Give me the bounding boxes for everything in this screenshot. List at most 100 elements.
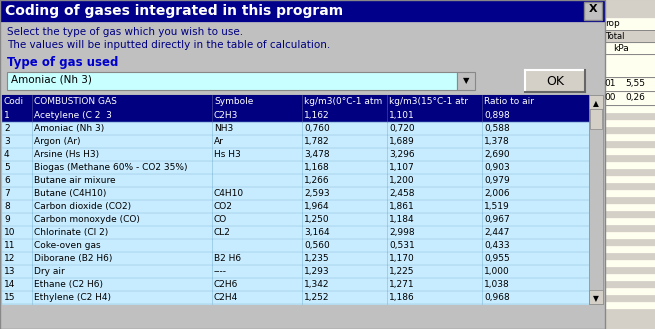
Text: 2,006: 2,006 bbox=[484, 189, 510, 198]
Text: 1,252: 1,252 bbox=[304, 293, 329, 302]
Text: Ethane (C2 H6): Ethane (C2 H6) bbox=[34, 280, 103, 289]
Text: 3,478: 3,478 bbox=[304, 150, 329, 159]
Bar bbox=[603, 295, 655, 302]
Bar bbox=[525, 70, 585, 92]
Text: 3: 3 bbox=[4, 137, 10, 146]
Bar bbox=[603, 274, 655, 281]
Bar bbox=[603, 148, 655, 155]
Text: ▼: ▼ bbox=[593, 294, 599, 303]
Text: Ar: Ar bbox=[214, 137, 224, 146]
Text: 9: 9 bbox=[4, 215, 10, 224]
Bar bbox=[603, 55, 655, 77]
Bar bbox=[2, 239, 589, 252]
Text: Argon (Ar): Argon (Ar) bbox=[34, 137, 81, 146]
Bar bbox=[2, 135, 589, 148]
Text: Amoniac (Nh 3): Amoniac (Nh 3) bbox=[11, 75, 92, 85]
Text: 1,184: 1,184 bbox=[389, 215, 415, 224]
Text: 1,342: 1,342 bbox=[304, 280, 329, 289]
Bar bbox=[457, 72, 475, 90]
Text: Diborane (B2 H6): Diborane (B2 H6) bbox=[34, 254, 113, 263]
Text: 0,979: 0,979 bbox=[484, 176, 510, 185]
Text: 11: 11 bbox=[4, 241, 16, 250]
Text: Carbon monoxyde (CO): Carbon monoxyde (CO) bbox=[34, 215, 140, 224]
Text: 0,968: 0,968 bbox=[484, 293, 510, 302]
Bar bbox=[603, 0, 655, 329]
Text: 1,250: 1,250 bbox=[304, 215, 329, 224]
Text: The values will be inputted directly in the table of calculation.: The values will be inputted directly in … bbox=[7, 40, 330, 50]
Text: 8: 8 bbox=[4, 202, 10, 211]
Text: 14: 14 bbox=[4, 280, 15, 289]
Bar bbox=[603, 155, 655, 162]
Bar bbox=[584, 2, 602, 20]
Text: Dry air: Dry air bbox=[34, 267, 65, 276]
Bar bbox=[603, 176, 655, 183]
Bar bbox=[603, 204, 655, 211]
Text: 1,293: 1,293 bbox=[304, 267, 329, 276]
Text: kg/m3(15°C-1 atr: kg/m3(15°C-1 atr bbox=[389, 97, 468, 106]
Bar bbox=[589, 290, 603, 304]
Bar bbox=[603, 288, 655, 295]
Bar bbox=[590, 109, 602, 129]
Text: C2H6: C2H6 bbox=[214, 280, 238, 289]
Bar bbox=[603, 267, 655, 274]
Text: Butane (C4H10): Butane (C4H10) bbox=[34, 189, 106, 198]
Text: 0,588: 0,588 bbox=[484, 124, 510, 133]
Bar bbox=[2, 200, 589, 213]
Bar bbox=[2, 291, 589, 304]
Text: 1,266: 1,266 bbox=[304, 176, 329, 185]
Text: 01: 01 bbox=[604, 79, 616, 88]
Bar bbox=[2, 148, 589, 161]
Text: 3,296: 3,296 bbox=[389, 150, 415, 159]
Bar bbox=[603, 31, 655, 42]
Text: 1,038: 1,038 bbox=[484, 280, 510, 289]
Bar bbox=[603, 260, 655, 267]
Text: Chlorinate (Cl 2): Chlorinate (Cl 2) bbox=[34, 228, 108, 237]
Text: 4: 4 bbox=[4, 150, 10, 159]
Text: Acetylene (C 2  3: Acetylene (C 2 3 bbox=[34, 111, 112, 120]
Bar bbox=[603, 281, 655, 288]
Bar bbox=[603, 302, 655, 309]
Bar bbox=[603, 43, 655, 54]
Bar bbox=[2, 252, 589, 265]
Text: 13: 13 bbox=[4, 267, 16, 276]
Text: 1,782: 1,782 bbox=[304, 137, 329, 146]
Text: 1,378: 1,378 bbox=[484, 137, 510, 146]
Bar bbox=[2, 174, 589, 187]
Bar bbox=[603, 18, 655, 30]
Bar bbox=[7, 72, 457, 90]
Bar bbox=[603, 30, 655, 31]
Text: Arsine (Hs H3): Arsine (Hs H3) bbox=[34, 150, 99, 159]
Text: 1,000: 1,000 bbox=[484, 267, 510, 276]
Bar bbox=[603, 42, 655, 43]
Text: 7: 7 bbox=[4, 189, 10, 198]
Bar bbox=[603, 120, 655, 127]
Text: Total: Total bbox=[605, 32, 624, 41]
Bar bbox=[603, 54, 655, 55]
Bar bbox=[589, 95, 603, 109]
Bar bbox=[2, 226, 589, 239]
Text: 15: 15 bbox=[4, 293, 16, 302]
Bar bbox=[603, 134, 655, 141]
Text: Biogas (Methane 60% - CO2 35%): Biogas (Methane 60% - CO2 35%) bbox=[34, 163, 187, 172]
Bar bbox=[0, 0, 605, 22]
Text: 2,998: 2,998 bbox=[389, 228, 415, 237]
Text: CO: CO bbox=[214, 215, 227, 224]
Text: ▲: ▲ bbox=[593, 99, 599, 108]
Bar bbox=[2, 265, 589, 278]
Text: Coding of gases integrated in this program: Coding of gases integrated in this progr… bbox=[5, 4, 343, 18]
Bar bbox=[603, 106, 655, 113]
Bar bbox=[603, 92, 655, 105]
Text: 00: 00 bbox=[604, 93, 616, 102]
Bar bbox=[603, 253, 655, 260]
Bar bbox=[603, 113, 655, 120]
Bar bbox=[603, 211, 655, 218]
Text: C2H4: C2H4 bbox=[214, 293, 238, 302]
Text: NH3: NH3 bbox=[214, 124, 233, 133]
Text: 12: 12 bbox=[4, 254, 15, 263]
Text: Ethylene (C2 H4): Ethylene (C2 H4) bbox=[34, 293, 111, 302]
Text: 1,519: 1,519 bbox=[484, 202, 510, 211]
Text: kg/m3(0°C-1 atm: kg/m3(0°C-1 atm bbox=[304, 97, 383, 106]
Text: Butane air mixure: Butane air mixure bbox=[34, 176, 116, 185]
Text: Hs H3: Hs H3 bbox=[214, 150, 241, 159]
Text: 0,760: 0,760 bbox=[304, 124, 329, 133]
